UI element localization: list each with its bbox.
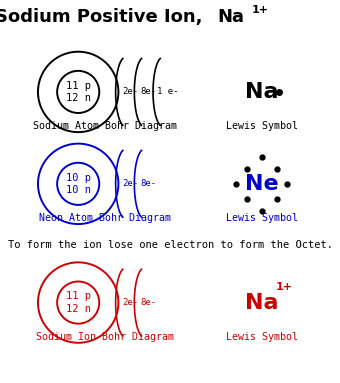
Text: 1+: 1+ (252, 5, 269, 15)
Text: 2e-: 2e- (122, 179, 138, 188)
Text: 8e-: 8e- (141, 298, 157, 307)
Text: Sodium Atom Bohr Diagram: Sodium Atom Bohr Diagram (33, 121, 177, 131)
Text: 2e-: 2e- (122, 298, 138, 307)
Text: Na: Na (245, 82, 278, 102)
Text: Ne: Ne (245, 174, 278, 194)
Text: Na: Na (245, 293, 278, 313)
Text: 8e-: 8e- (141, 87, 157, 97)
Text: 1+: 1+ (275, 282, 292, 292)
Text: Na: Na (218, 8, 245, 26)
Text: To form the ion lose one electron to form the Octet.: To form the ion lose one electron to for… (7, 240, 333, 250)
Text: 10 p
10 n: 10 p 10 n (66, 173, 91, 195)
Text: 11 p
12 n: 11 p 12 n (66, 81, 91, 103)
Text: 2e-: 2e- (122, 87, 138, 97)
Text: Lewis Symbol: Lewis Symbol (226, 213, 298, 223)
Text: 11 p
12 n: 11 p 12 n (66, 291, 91, 314)
Text: Lewis Symbol: Lewis Symbol (226, 332, 298, 342)
Text: Neon Atom Bohr Diagram: Neon Atom Bohr Diagram (39, 213, 171, 223)
Text: 1 e-: 1 e- (157, 87, 178, 97)
Text: Lewis Symbol: Lewis Symbol (226, 121, 298, 131)
Text: 8e-: 8e- (141, 179, 157, 188)
Text: Sodium Ion Bohr Diagram: Sodium Ion Bohr Diagram (36, 332, 174, 342)
Text: Sodium Positive Ion,: Sodium Positive Ion, (0, 8, 202, 26)
